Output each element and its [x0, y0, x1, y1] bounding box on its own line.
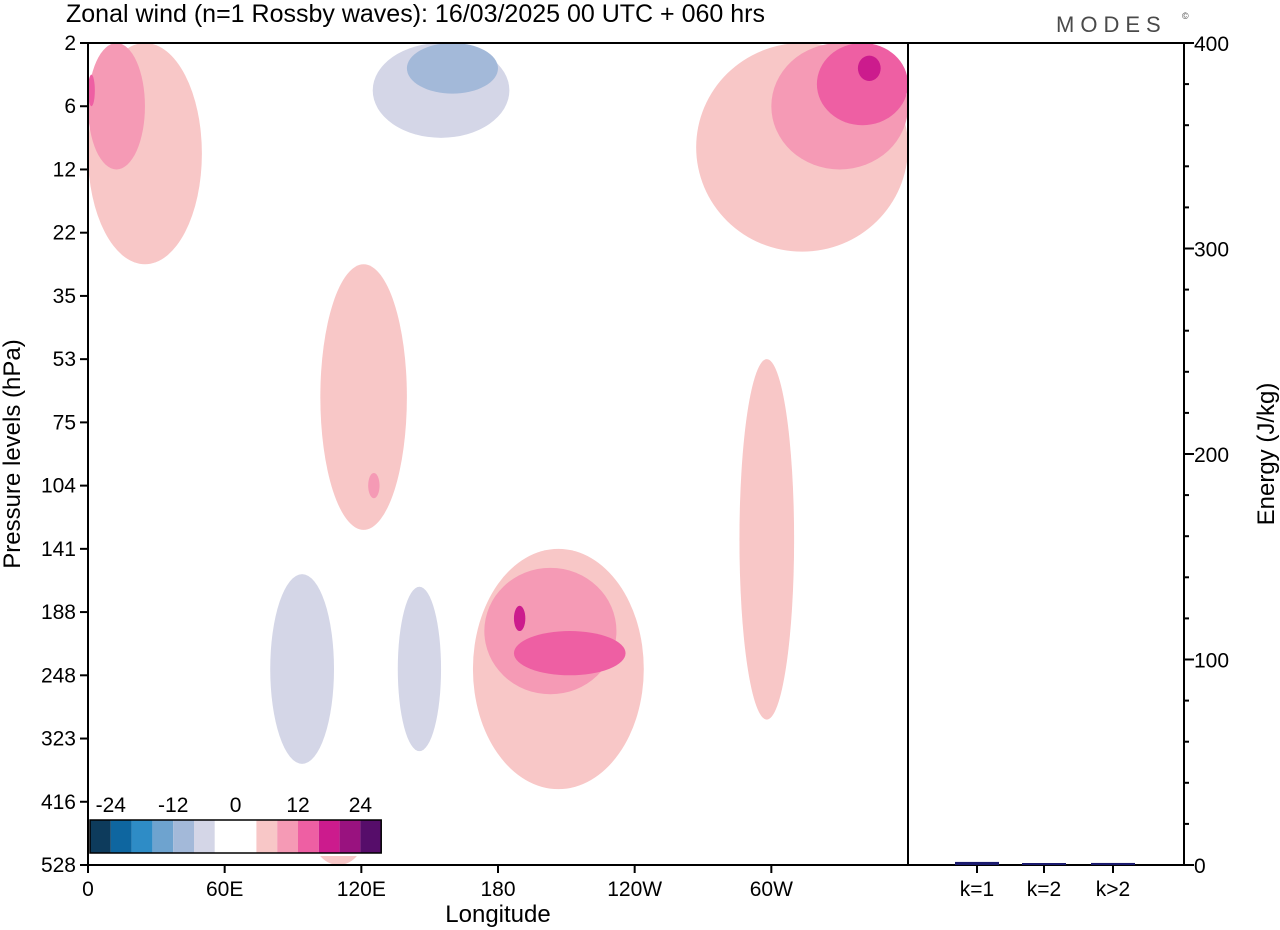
colorbar: -24 -12 0 12 24: [87, 786, 385, 856]
energy-panel-frame: [907, 42, 1185, 866]
y-tick-label: 188: [41, 601, 76, 624]
x-tick-label: 180: [480, 878, 515, 901]
contour-region: [513, 631, 626, 676]
colorbar-tick-label: 0: [230, 794, 242, 817]
energy-bar: [1091, 862, 1135, 865]
x-tick-label: 0: [82, 878, 94, 901]
contour-region: [739, 359, 795, 720]
colorbar-swatch: [339, 820, 361, 853]
y-tick-label: 528: [41, 854, 76, 877]
contour-region: [397, 586, 442, 752]
contour-region: [406, 43, 499, 94]
y-tick-label: 323: [41, 728, 76, 751]
colorbar-tick-label: 12: [286, 794, 309, 817]
contour-fills: [88, 43, 908, 865]
x-tick-label: 60W: [750, 878, 793, 901]
energy-tick-label: 0: [1194, 855, 1206, 878]
y-tick-label: 35: [53, 285, 76, 308]
energy-tick-label: 100: [1194, 650, 1229, 673]
contour-region: [270, 574, 334, 764]
y-tick-label: 12: [53, 158, 76, 181]
y-tick-label: 2: [64, 32, 76, 55]
contour-region: [816, 43, 908, 126]
contour-region: [320, 264, 407, 530]
colorbar-tick-label: -24: [96, 794, 127, 817]
chart-title: Zonal wind (n=1 Rossby waves): 16/03/202…: [66, 0, 765, 28]
y-axis-label: Pressure levels (hPa): [0, 339, 26, 568]
y-tick-label: 53: [53, 348, 76, 371]
colorbar-swatch: [131, 820, 153, 853]
contour-region: [857, 55, 881, 81]
brand-mark: ©: [1182, 11, 1189, 21]
colorbar-swatch: [110, 820, 132, 853]
x-tick-label: 120E: [337, 878, 386, 901]
y-tick-label: 75: [53, 411, 76, 434]
colorbar-swatch: [277, 820, 298, 853]
x-tick-label: 120W: [607, 878, 662, 901]
contour-region: [88, 74, 95, 107]
y-tick-label: 104: [41, 475, 76, 498]
y-tick-label: 6: [64, 95, 76, 118]
contour-region: [484, 567, 617, 695]
contour-region: [696, 782, 717, 847]
energy-bar: [1022, 863, 1066, 865]
brand-name: MODES: [1056, 12, 1167, 37]
colorbar-swatch: [214, 820, 236, 853]
energy-tick-label: 300: [1194, 239, 1229, 262]
energy-category-label: k=1: [960, 878, 994, 901]
colorbar-tick-label: 24: [349, 794, 373, 817]
energy-bars: k=1 k=2 k>2: [955, 861, 1135, 901]
brand-logo: MODES ©: [1056, 11, 1189, 37]
energy-category-label: k>2: [1096, 878, 1130, 901]
colorbar-swatch: [256, 820, 278, 853]
colorbar-border: [89, 819, 382, 854]
y-tick-label: 22: [53, 222, 76, 245]
colorbar-swatch: [298, 820, 319, 853]
contour-region: [94, 498, 173, 688]
colorbar-swatch: [173, 820, 194, 853]
colorbar-swatch: [318, 820, 340, 853]
energy-bar: [955, 861, 999, 865]
contour-region: [88, 43, 145, 170]
energy-tick-label: 400: [1194, 33, 1229, 56]
colorbar-swatch: [152, 820, 174, 853]
colorbar-swatch: [235, 820, 257, 853]
y-tick-label: 248: [41, 664, 76, 687]
colorbar-tick-label: -12: [158, 794, 188, 817]
x-tick-label: 60E: [206, 878, 243, 901]
x-axis-label: Longitude: [445, 901, 550, 928]
colorbar-swatch: [360, 820, 382, 853]
contour-region: [513, 605, 526, 632]
contour-region: [368, 472, 380, 499]
energy-category-label: k=2: [1027, 878, 1061, 901]
y-tick-label: 416: [41, 791, 76, 814]
energy-axis-label: Energy (J/kg): [1253, 383, 1280, 526]
colorbar-swatch: [194, 820, 215, 853]
colorbar-swatch: [90, 820, 111, 853]
y-tick-label: 141: [41, 538, 76, 561]
energy-tick-label: 200: [1194, 444, 1229, 467]
